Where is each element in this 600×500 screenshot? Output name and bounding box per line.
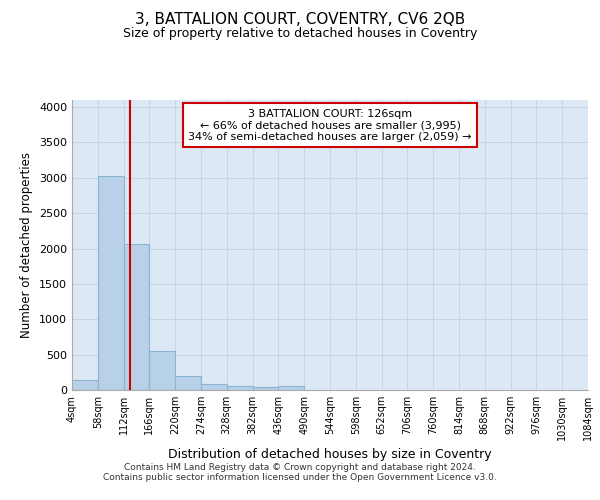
Text: Contains HM Land Registry data © Crown copyright and database right 2024.
Contai: Contains HM Land Registry data © Crown c… <box>103 463 497 482</box>
Text: 3 BATTALION COURT: 126sqm
← 66% of detached houses are smaller (3,995)
34% of se: 3 BATTALION COURT: 126sqm ← 66% of detac… <box>188 108 472 142</box>
Bar <box>253 387 278 390</box>
X-axis label: Distribution of detached houses by size in Coventry: Distribution of detached houses by size … <box>168 448 492 462</box>
Bar <box>175 376 201 390</box>
Text: Size of property relative to detached houses in Coventry: Size of property relative to detached ho… <box>123 28 477 40</box>
Text: 3, BATTALION COURT, COVENTRY, CV6 2QB: 3, BATTALION COURT, COVENTRY, CV6 2QB <box>135 12 465 28</box>
Bar <box>201 384 227 390</box>
Bar <box>72 380 98 390</box>
Y-axis label: Number of detached properties: Number of detached properties <box>20 152 34 338</box>
Bar <box>149 350 175 390</box>
Bar <box>278 386 304 390</box>
Bar <box>124 244 149 390</box>
Bar <box>227 386 253 390</box>
Bar <box>98 176 124 390</box>
